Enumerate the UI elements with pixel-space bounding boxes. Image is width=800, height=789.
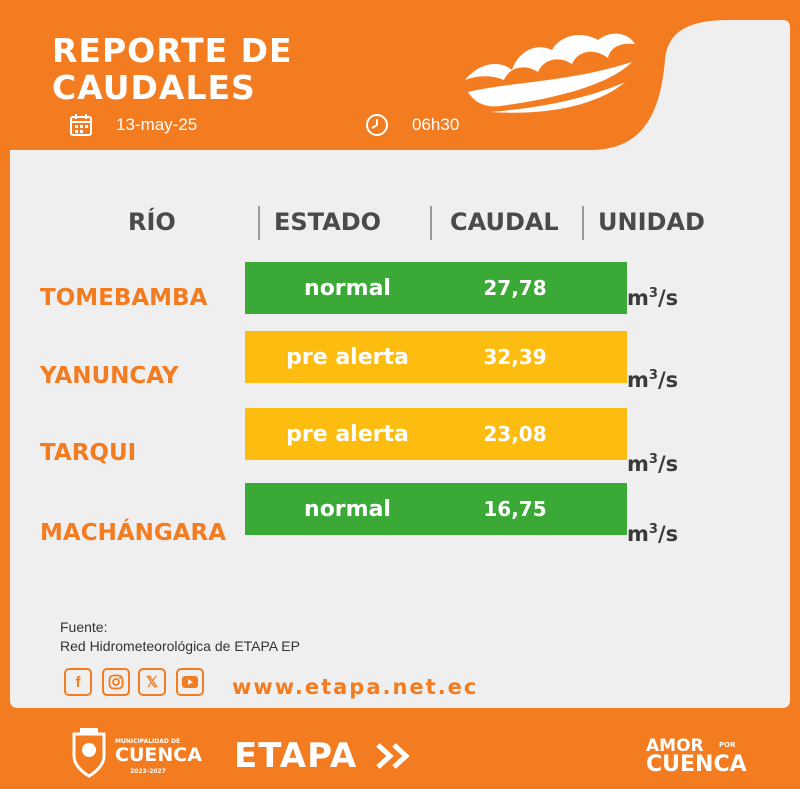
column-divider [582,206,584,240]
etapa-chevrons-icon [376,743,410,769]
cuenca-crest-icon [72,728,106,778]
status-label: normal [304,275,391,301]
column-header-rio: RÍO [128,208,176,236]
amor-por-cuenca-logo-por: POR [719,741,736,749]
youtube-icon[interactable] [176,668,204,696]
column-header-unidad: UNIDAD [598,208,705,236]
etapa-logo: ETAPA [234,736,358,776]
cuenca-logo-years: 2023-2027 [130,768,166,775]
amor-por-cuenca-logo-line2: CUENCA [646,752,747,777]
status-bar: pre alerta 23,08 [245,408,627,460]
status-bar: normal 16,75 [245,483,627,535]
cuenca-logo-pre: MUNICIPALIDAD DE [115,738,181,745]
calendar-icon [70,114,92,136]
source-text: Red Hidrometeorológica de ETAPA EP [60,638,300,654]
river-name: TARQUI [40,440,137,466]
river-name: TOMEBAMBA [40,285,208,311]
wave-logo-icon [465,33,635,113]
column-divider [258,206,260,240]
time-row: 06h30 [364,112,459,138]
status-label: pre alerta [286,344,409,370]
amor-por-cuenca-logo-line1: AMOR [646,736,704,756]
x-icon[interactable]: 𝕏 [138,668,166,696]
river-name: YANUNCAY [40,363,179,389]
column-header-caudal: CAUDAL [450,208,559,236]
unit-label: m3/s [627,286,679,310]
clock-icon [366,114,388,136]
unit-label: m3/s [627,368,679,392]
status-label: normal [304,496,391,522]
status-label: pre alerta [286,421,409,447]
flow-value: 23,08 [483,422,547,446]
unit-label: m3/s [627,452,679,476]
flow-value: 16,75 [483,497,547,521]
report-time: 06h30 [412,115,460,134]
website-link[interactable]: www.etapa.net.ec [232,675,479,699]
status-bar: pre alerta 32,39 [245,331,627,383]
column-header-estado: ESTADO [274,208,382,236]
status-bar: normal 27,78 [245,262,627,314]
title-line-1: REPORTE DE [52,31,293,70]
page-title: REPORTE DE CAUDALES [52,32,293,106]
facebook-icon[interactable]: f [64,668,92,696]
cuenca-logo: CUENCA [115,744,202,766]
source-label: Fuente: [60,619,108,635]
instagram-icon[interactable] [102,668,130,696]
flow-value: 32,39 [483,345,547,369]
river-name: MACHÁNGARA [40,520,227,546]
unit-label: m3/s [627,522,679,546]
title-line-2: CAUDALES [52,68,256,107]
report-date: 13-may-25 [116,115,198,134]
date-row: 13-may-25 [68,112,197,138]
column-divider [430,206,432,240]
flow-value: 27,78 [483,276,547,300]
